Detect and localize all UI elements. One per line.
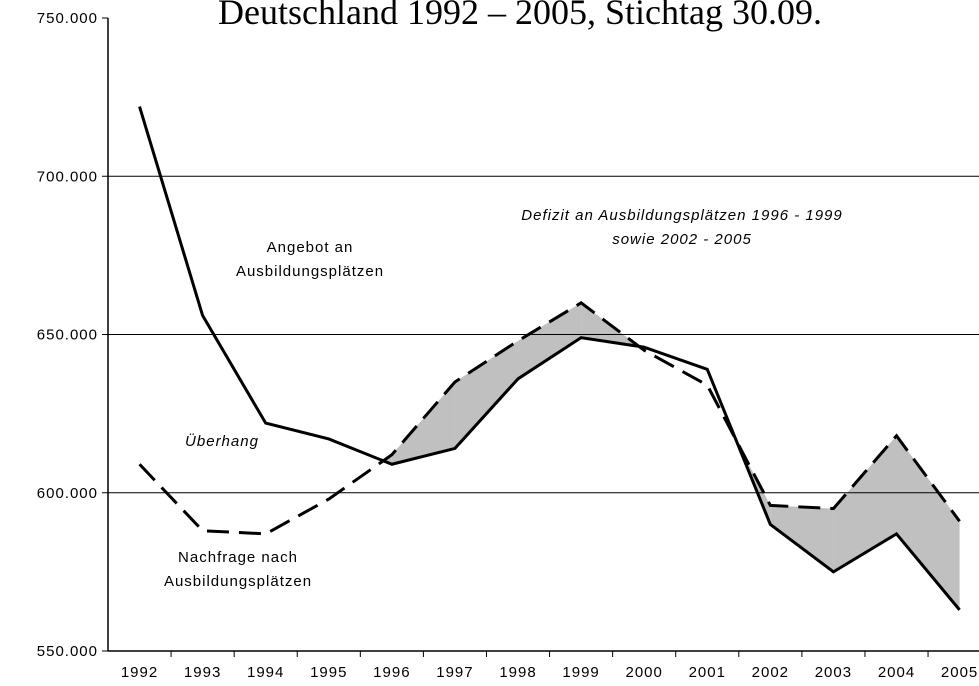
deficit-area — [833, 435, 897, 572]
annotation: Defizit an Ausbildungsplätzen 1996 - 199… — [521, 207, 842, 224]
y-tick-label: 600.000 — [37, 485, 98, 502]
x-tick-label: 1994 — [247, 664, 284, 681]
x-tick-label: 2002 — [752, 664, 789, 681]
x-tick-label: 1996 — [373, 664, 410, 681]
chart-title: Deutschland 1992 – 2005, Stichtag 30.09. — [218, 0, 822, 32]
y-tick-label: 700.000 — [37, 168, 98, 185]
x-tick-label: 1993 — [184, 664, 221, 681]
x-tick-label: 1999 — [562, 664, 599, 681]
deficit-area — [454, 340, 519, 449]
annotation: sowie 2002 - 2005 — [612, 231, 752, 248]
deficit-area — [896, 435, 960, 610]
y-tick-label: 650.000 — [37, 327, 98, 344]
x-tick-label: 1995 — [310, 664, 347, 681]
x-tick-label: 1998 — [499, 664, 536, 681]
x-tick-label: 2004 — [878, 664, 915, 681]
annotation: Ausbildungsplätzen — [164, 573, 312, 590]
x-tick-label: 2005 — [941, 664, 978, 681]
x-tick-label: 2000 — [625, 664, 662, 681]
annotation: Ausbildungsplätzen — [236, 263, 384, 280]
series-line — [138, 106, 961, 611]
deficit-area — [391, 381, 455, 465]
x-tick-label: 2003 — [815, 664, 852, 681]
y-tick-label: 550.000 — [37, 643, 98, 660]
deficit-area — [518, 302, 582, 379]
deficit-area — [770, 505, 834, 572]
annotation: Nachfrage nach — [178, 549, 298, 566]
x-tick-label: 1992 — [121, 664, 158, 681]
x-tick-label: 1997 — [436, 664, 473, 681]
series-line — [138, 301, 961, 536]
y-tick-label: 750.000 — [37, 10, 98, 27]
annotation: Angebot an — [267, 239, 354, 256]
x-tick-label: 2001 — [689, 664, 726, 681]
annotation: Überhang — [185, 432, 259, 450]
